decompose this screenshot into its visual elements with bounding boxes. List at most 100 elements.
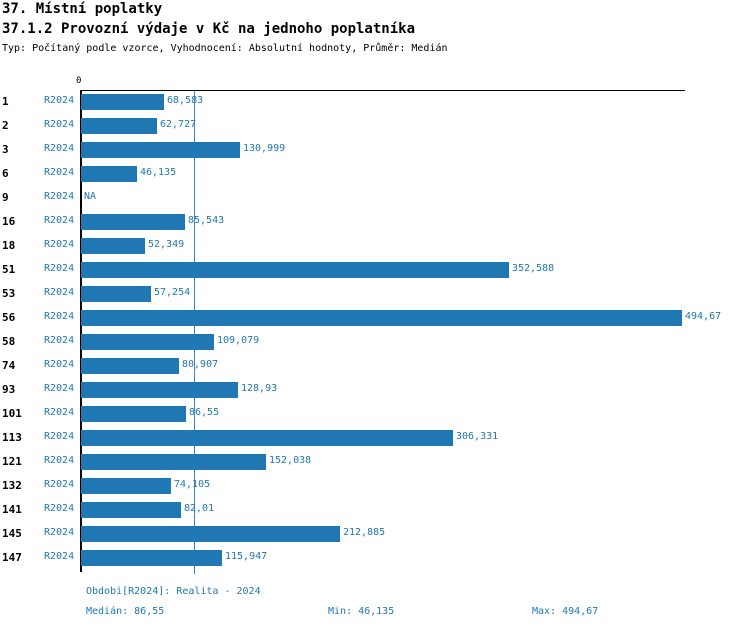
row-index-label: 16 — [2, 215, 16, 228]
bar-value-label: 352,588 — [512, 263, 555, 274]
table-row[interactable]: 113 R2024 306,331 — [0, 426, 750, 450]
table-row[interactable]: 9 R2024 NA — [0, 186, 750, 210]
bar-value-label: 62,727 — [160, 119, 197, 130]
bar-value-label: 85,543 — [188, 215, 225, 226]
row-period-label: R2024 — [44, 263, 75, 274]
row-index-label: 147 — [2, 551, 22, 564]
table-row[interactable]: 6 R2024 46,135 — [0, 162, 750, 186]
bar[interactable] — [81, 406, 186, 422]
table-row[interactable]: 56 R2024 494,67 — [0, 306, 750, 330]
axis-top-line — [80, 90, 685, 91]
table-row[interactable]: 141 R2024 82,01 — [0, 498, 750, 522]
table-row[interactable]: 145 R2024 212,885 — [0, 522, 750, 546]
table-row[interactable]: 1 R2024 68,583 — [0, 90, 750, 114]
page-subtitle: 37.1.2 Provozní výdaje v Kč na jednoho p… — [2, 21, 416, 37]
row-period-label: R2024 — [44, 359, 75, 370]
row-period-label: R2024 — [44, 455, 75, 466]
bar-value-label: 68,583 — [167, 95, 204, 106]
row-period-label: R2024 — [44, 383, 75, 394]
row-index-label: 1 — [2, 95, 9, 108]
row-index-label: 3 — [2, 143, 9, 156]
row-period-label: R2024 — [44, 311, 75, 322]
bar[interactable] — [81, 454, 266, 470]
bar[interactable] — [81, 502, 181, 518]
row-index-label: 74 — [2, 359, 16, 372]
bar-value-label: 128,93 — [241, 383, 278, 394]
bar[interactable] — [81, 94, 164, 110]
row-period-label: R2024 — [44, 431, 75, 442]
bar-value-label: 494,67 — [685, 311, 722, 322]
table-row[interactable]: 2 R2024 62,727 — [0, 114, 750, 138]
row-index-label: 145 — [2, 527, 22, 540]
bar-value-label: 212,885 — [343, 527, 386, 538]
bar-value-label: 80,907 — [182, 359, 219, 370]
bar[interactable] — [81, 478, 171, 494]
row-index-label: 93 — [2, 383, 16, 396]
table-row[interactable]: 51 R2024 352,588 — [0, 258, 750, 282]
bar[interactable] — [81, 382, 238, 398]
table-row[interactable]: 93 R2024 128,93 — [0, 378, 750, 402]
plot-area: 0 1 R2024 68,583 2 R2024 62,727 3 R2024 130,999 6… — [0, 76, 750, 574]
bar[interactable] — [81, 166, 137, 182]
bar[interactable] — [81, 358, 179, 374]
bar[interactable] — [81, 550, 222, 566]
bar-value-label: 82,01 — [184, 503, 215, 514]
bar-value-label: 152,038 — [269, 455, 312, 466]
bar-value-label: 130,999 — [243, 143, 286, 154]
row-index-label: 2 — [2, 119, 9, 132]
bar-value-label: 74,105 — [174, 479, 211, 490]
row-period-label: R2024 — [44, 407, 75, 418]
table-row[interactable]: 18 R2024 52,349 — [0, 234, 750, 258]
row-index-label: 141 — [2, 503, 22, 516]
table-row[interactable]: 101 R2024 86,55 — [0, 402, 750, 426]
row-period-label: R2024 — [44, 191, 75, 202]
row-period-label: R2024 — [44, 239, 75, 250]
bar-value-label: 306,331 — [456, 431, 499, 442]
table-row[interactable]: 3 R2024 130,999 — [0, 138, 750, 162]
row-period-label: R2024 — [44, 95, 75, 106]
bar-value-label: 115,947 — [225, 551, 268, 562]
row-period-label: R2024 — [44, 551, 75, 562]
page-title: 37. Místní poplatky — [2, 1, 163, 17]
row-index-label: 6 — [2, 167, 9, 180]
stat-max: Max: 494,67 — [532, 606, 599, 617]
row-period-label: R2024 — [44, 503, 75, 514]
bar[interactable] — [81, 286, 151, 302]
row-period-label: R2024 — [44, 335, 75, 346]
table-row[interactable]: 16 R2024 85,543 — [0, 210, 750, 234]
table-row[interactable]: 58 R2024 109,079 — [0, 330, 750, 354]
bar[interactable] — [81, 118, 157, 134]
legend-series-label: Obdobi[R2024]: Realita - 2024 — [86, 586, 261, 597]
row-index-label: 51 — [2, 263, 16, 276]
axis-zero-line — [80, 90, 82, 572]
stat-median: Medián: 86,55 — [86, 606, 165, 617]
table-row[interactable]: 147 R2024 115,947 — [0, 546, 750, 570]
table-row[interactable]: 132 R2024 74,105 — [0, 474, 750, 498]
bar[interactable] — [81, 334, 214, 350]
bar-value-label: 57,254 — [154, 287, 191, 298]
row-index-label: 101 — [2, 407, 22, 420]
bar[interactable] — [81, 430, 453, 446]
bar-value-label: NA — [84, 191, 97, 202]
stat-min: Min: 46,135 — [328, 606, 395, 617]
bar[interactable] — [81, 310, 682, 326]
bar[interactable] — [81, 214, 185, 230]
gridline — [194, 90, 195, 574]
row-period-label: R2024 — [44, 215, 75, 226]
bar-value-label: 109,079 — [217, 335, 260, 346]
bar-value-label: 86,55 — [189, 407, 220, 418]
row-period-label: R2024 — [44, 527, 75, 538]
bar[interactable] — [81, 238, 145, 254]
row-index-label: 56 — [2, 311, 16, 324]
axis-tick-label-zero: 0 — [76, 76, 82, 86]
bar-value-label: 52,349 — [148, 239, 185, 250]
bar[interactable] — [81, 526, 340, 542]
bar[interactable] — [81, 262, 509, 278]
row-index-label: 18 — [2, 239, 16, 252]
table-row[interactable]: 121 R2024 152,038 — [0, 450, 750, 474]
table-row[interactable]: 53 R2024 57,254 — [0, 282, 750, 306]
table-row[interactable]: 74 R2024 80,907 — [0, 354, 750, 378]
bar[interactable] — [81, 142, 240, 158]
row-period-label: R2024 — [44, 143, 75, 154]
row-index-label: 113 — [2, 431, 22, 444]
